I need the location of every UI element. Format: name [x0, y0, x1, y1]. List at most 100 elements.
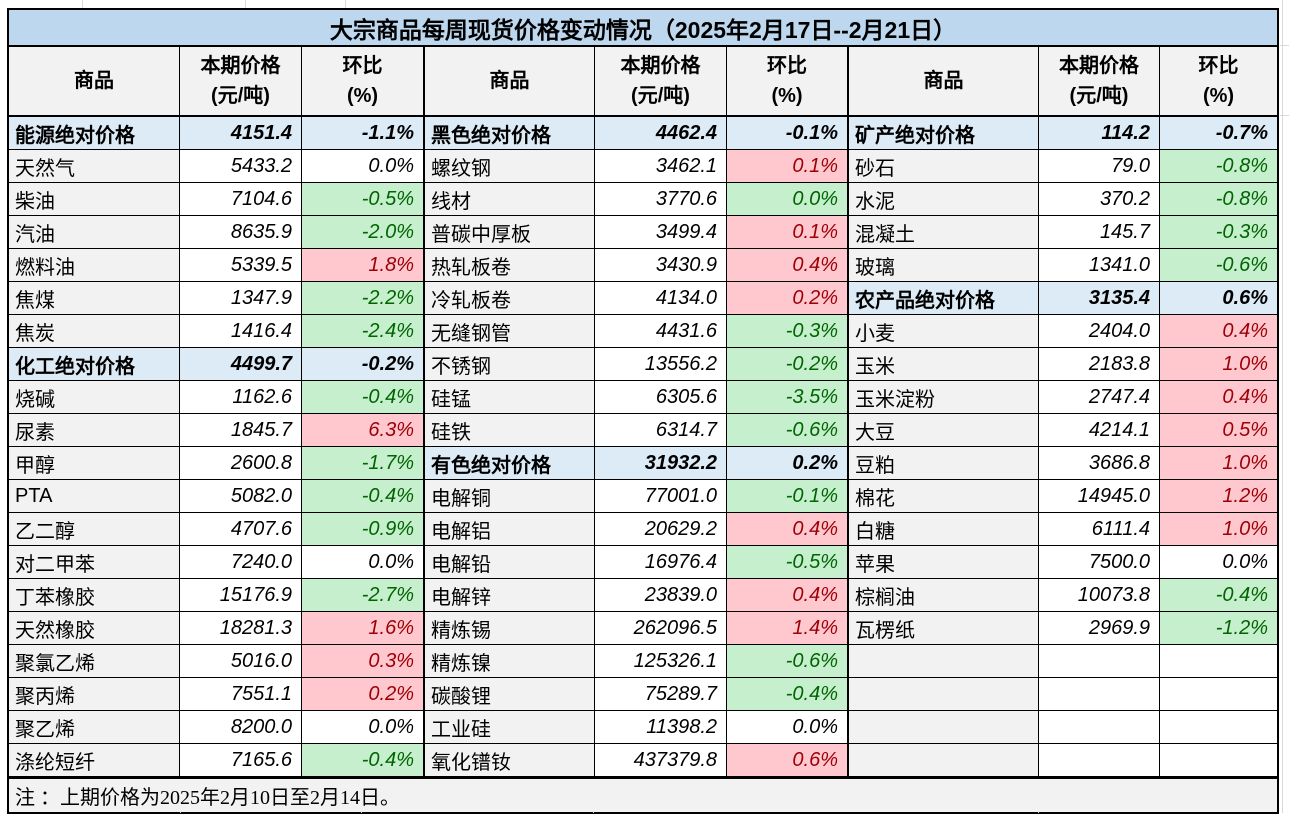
cell-commodity-name[interactable]: 尿素	[9, 414, 180, 447]
cell-commodity-name[interactable]: 焦炭	[9, 315, 180, 348]
cell-current-price[interactable]: 145.7	[1039, 216, 1160, 249]
cell-wow-change[interactable]: -0.3%	[727, 315, 849, 348]
cell-wow-change[interactable]: -1.7%	[302, 447, 425, 480]
cell-current-price[interactable]: 1845.7	[180, 414, 302, 447]
col-header-price[interactable]: 本期价格 (元/吨)	[180, 47, 302, 117]
cell-wow-change[interactable]: -2.4%	[302, 315, 425, 348]
cell-current-price[interactable]: 6314.7	[595, 414, 727, 447]
cell-commodity-name[interactable]: 燃料油	[9, 249, 180, 282]
cell-wow-change[interactable]: -2.7%	[302, 579, 425, 612]
cell-commodity-name[interactable]: 丁苯橡胶	[9, 579, 180, 612]
cell-wow-change[interactable]: -0.8%	[1160, 183, 1277, 216]
cell-commodity-name[interactable]: 棕榈油	[849, 579, 1039, 612]
cell-wow-change[interactable]	[1160, 678, 1277, 711]
cell-commodity-name[interactable]: 精炼锡	[425, 612, 595, 645]
cell-current-price[interactable]: 3462.1	[595, 150, 727, 183]
cell-current-price[interactable]: 7104.6	[180, 183, 302, 216]
col-header-price[interactable]: 本期价格 (元/吨)	[595, 47, 727, 117]
cell-wow-change[interactable]: -0.6%	[727, 645, 849, 678]
cell-wow-change[interactable]: -0.9%	[302, 513, 425, 546]
cell-current-price[interactable]: 3686.8	[1039, 447, 1160, 480]
cell-commodity-name[interactable]: 普碳中厚板	[425, 216, 595, 249]
cell-current-price[interactable]: 2969.9	[1039, 612, 1160, 645]
cell-commodity-name[interactable]: 天然橡胶	[9, 612, 180, 645]
cell-commodity-name[interactable]: 农产品绝对价格	[849, 282, 1039, 315]
cell-wow-change[interactable]: -0.8%	[1160, 150, 1277, 183]
cell-commodity-name[interactable]: 乙二醇	[9, 513, 180, 546]
cell-commodity-name[interactable]: 苹果	[849, 546, 1039, 579]
cell-current-price[interactable]: 5082.0	[180, 480, 302, 513]
cell-commodity-name[interactable]: 柴油	[9, 183, 180, 216]
cell-commodity-name[interactable]: 线材	[425, 183, 595, 216]
cell-wow-change[interactable]: 0.0%	[1160, 546, 1277, 579]
cell-wow-change[interactable]: 0.2%	[727, 282, 849, 315]
cell-commodity-name[interactable]	[849, 645, 1039, 678]
cell-current-price[interactable]: 8200.0	[180, 711, 302, 744]
cell-wow-change[interactable]: 0.1%	[727, 150, 849, 183]
cell-wow-change[interactable]: 1.8%	[302, 249, 425, 282]
cell-current-price[interactable]: 370.2	[1039, 183, 1160, 216]
cell-commodity-name[interactable]: 热轧板卷	[425, 249, 595, 282]
cell-wow-change[interactable]: 1.6%	[302, 612, 425, 645]
cell-current-price[interactable]: 6111.4	[1039, 513, 1160, 546]
cell-current-price[interactable]: 7240.0	[180, 546, 302, 579]
cell-commodity-name[interactable]: 矿产绝对价格	[849, 117, 1039, 150]
cell-commodity-name[interactable]: 涤纶短纤	[9, 744, 180, 777]
cell-wow-change[interactable]: 1.0%	[1160, 513, 1277, 546]
cell-current-price[interactable]: 4431.6	[595, 315, 727, 348]
cell-current-price[interactable]: 3499.4	[595, 216, 727, 249]
cell-commodity-name[interactable]: 电解铜	[425, 480, 595, 513]
cell-commodity-name[interactable]: 无缝钢管	[425, 315, 595, 348]
cell-current-price[interactable]: 4214.1	[1039, 414, 1160, 447]
col-header-change[interactable]: 环比 (%)	[727, 47, 849, 117]
cell-commodity-name[interactable]: 棉花	[849, 480, 1039, 513]
cell-current-price[interactable]: 77001.0	[595, 480, 727, 513]
cell-commodity-name[interactable]: 硅锰	[425, 381, 595, 414]
cell-wow-change[interactable]: -0.2%	[302, 348, 425, 381]
cell-current-price[interactable]: 79.0	[1039, 150, 1160, 183]
cell-wow-change[interactable]: 1.0%	[1160, 447, 1277, 480]
cell-commodity-name[interactable]: 水泥	[849, 183, 1039, 216]
cell-current-price[interactable]: 4707.6	[180, 513, 302, 546]
cell-wow-change[interactable]: -0.5%	[302, 183, 425, 216]
cell-commodity-name[interactable]: 电解铝	[425, 513, 595, 546]
col-header-price[interactable]: 本期价格 (元/吨)	[1039, 47, 1160, 117]
cell-commodity-name[interactable]: 对二甲苯	[9, 546, 180, 579]
cell-current-price[interactable]: 5339.5	[180, 249, 302, 282]
cell-commodity-name[interactable]: 小麦	[849, 315, 1039, 348]
cell-commodity-name[interactable]: 氧化镨钕	[425, 744, 595, 777]
cell-wow-change[interactable]: -0.7%	[1160, 117, 1277, 150]
cell-current-price[interactable]: 2183.8	[1039, 348, 1160, 381]
cell-commodity-name[interactable]: 硅铁	[425, 414, 595, 447]
cell-current-price[interactable]: 7500.0	[1039, 546, 1160, 579]
cell-wow-change[interactable]: -0.4%	[302, 744, 425, 777]
cell-current-price[interactable]: 8635.9	[180, 216, 302, 249]
cell-current-price[interactable]: 1416.4	[180, 315, 302, 348]
cell-commodity-name[interactable]: 黑色绝对价格	[425, 117, 595, 150]
cell-current-price[interactable]: 14945.0	[1039, 480, 1160, 513]
cell-commodity-name[interactable]: 焦煤	[9, 282, 180, 315]
cell-current-price[interactable]: 31932.2	[595, 447, 727, 480]
cell-current-price[interactable]: 4134.0	[595, 282, 727, 315]
cell-current-price[interactable]	[1039, 744, 1160, 777]
cell-commodity-name[interactable]: 有色绝对价格	[425, 447, 595, 480]
cell-current-price[interactable]: 6305.6	[595, 381, 727, 414]
cell-wow-change[interactable]: -0.4%	[1160, 579, 1277, 612]
cell-current-price[interactable]: 23839.0	[595, 579, 727, 612]
col-header-commodity[interactable]: 商品	[849, 47, 1039, 117]
cell-current-price[interactable]: 262096.5	[595, 612, 727, 645]
cell-commodity-name[interactable]: 天然气	[9, 150, 180, 183]
cell-wow-change[interactable]	[1160, 711, 1277, 744]
cell-wow-change[interactable]: -0.4%	[727, 678, 849, 711]
cell-wow-change[interactable]: 0.0%	[302, 711, 425, 744]
cell-commodity-name[interactable]: 大豆	[849, 414, 1039, 447]
cell-current-price[interactable]: 1341.0	[1039, 249, 1160, 282]
cell-current-price[interactable]: 7551.1	[180, 678, 302, 711]
cell-wow-change[interactable]: -2.2%	[302, 282, 425, 315]
cell-current-price[interactable]: 13556.2	[595, 348, 727, 381]
cell-commodity-name[interactable]: 汽油	[9, 216, 180, 249]
cell-current-price[interactable]: 125326.1	[595, 645, 727, 678]
cell-wow-change[interactable]: -0.4%	[302, 480, 425, 513]
cell-current-price[interactable]: 18281.3	[180, 612, 302, 645]
cell-current-price[interactable]: 4499.7	[180, 348, 302, 381]
